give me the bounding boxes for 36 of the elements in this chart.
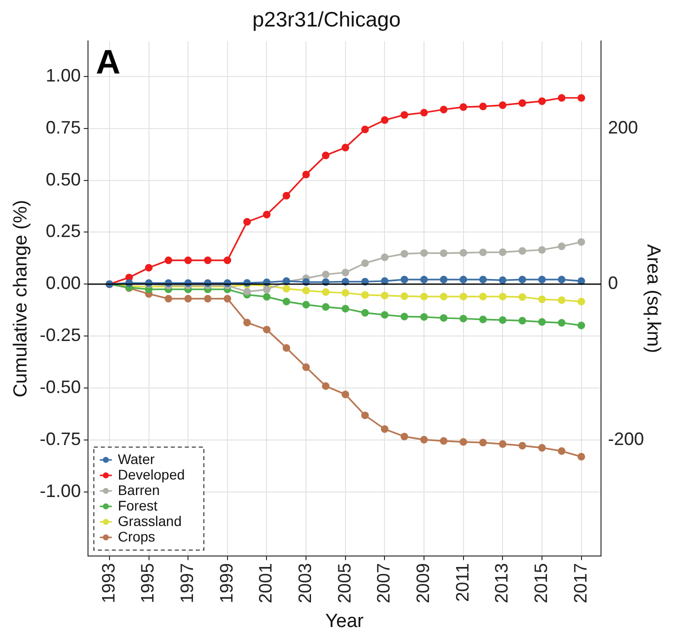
y-tick-label: -0.75 [40,428,81,449]
x-tick-label: 2015 [530,563,551,604]
x-tick-label: 2009 [412,563,433,604]
x-tick-label: 1999 [216,563,236,604]
x-tick-label: 2011 [452,563,472,602]
legend-label: Grassland [118,512,182,529]
y2-tick-label: -200 [608,429,644,450]
legend-label: Developed [118,466,185,482]
x-tick-label: 2001 [256,563,276,604]
x-tick-label: 1995 [138,563,158,604]
y2-axis-title: Area (sq.km) [642,244,664,354]
y-tick-label: -0.50 [40,376,81,397]
chart-title: p23r31/Chicago [252,8,401,32]
y-tick-label: 0.50 [46,169,81,190]
x-tick-label: 2013 [492,563,512,604]
legend-label: Crops [118,528,156,544]
y-tick-label: -0.25 [40,325,81,346]
y-axis-title: Cumulative change (%) [10,200,32,398]
y-tick-label: 0.00 [46,273,81,294]
y2-tick-label: 200 [608,117,638,138]
x-tick-label: 2007 [374,563,394,604]
y-tick-label: 1.00 [46,65,81,86]
legend-label: Water [118,450,155,467]
x-tick-label: 2003 [295,563,316,604]
y2-tick-label: 0 [608,273,618,294]
y-tick-label: -1.00 [40,480,81,501]
x-tick-label: 2017 [570,563,590,604]
legend-label: Forest [118,497,158,514]
y-tick-label: 0.75 [46,117,81,138]
y-tick-label: 0.25 [46,221,81,242]
x-tick-label: 1993 [98,563,118,604]
x-tick-label: 2005 [334,563,354,604]
annotation: A [96,44,120,82]
x-axis-title: Year [325,610,364,632]
x-tick-label: 1997 [177,563,198,604]
legend-label: Barren [118,482,160,498]
